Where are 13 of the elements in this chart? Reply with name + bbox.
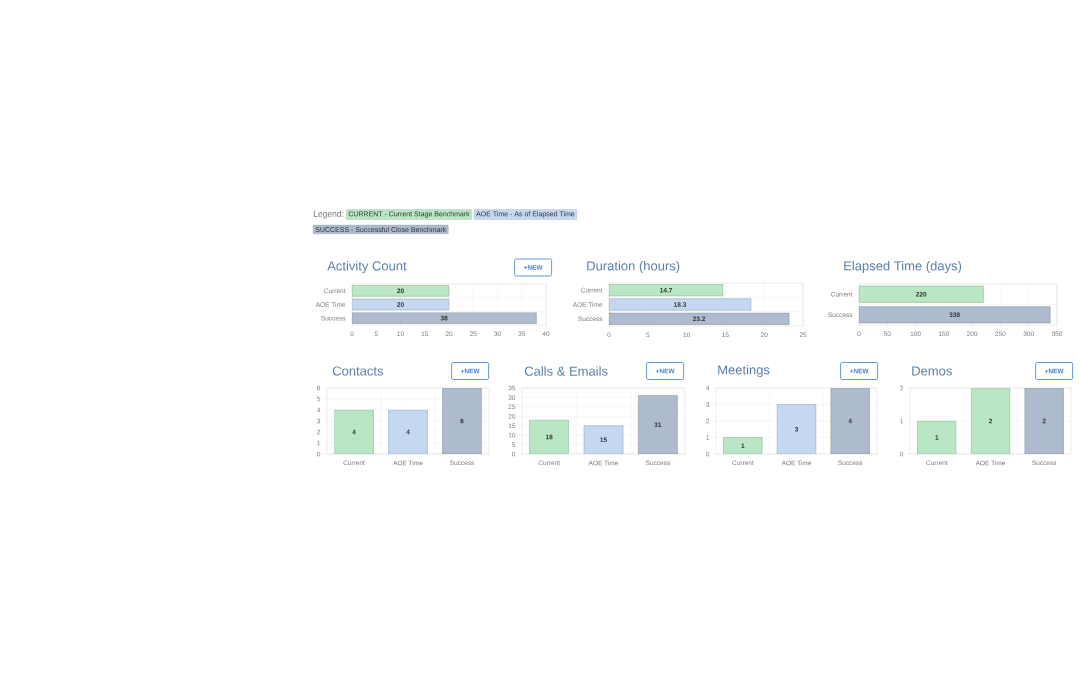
- bar: [723, 437, 763, 454]
- bar: [609, 312, 790, 325]
- chart-title: Demos: [912, 366, 952, 376]
- chart-title: Contacts: [332, 366, 384, 376]
- chart-title: Meetings: [718, 364, 770, 378]
- chart-title: Elapsed Time (days): [844, 260, 962, 274]
- bar: [529, 419, 570, 454]
- text: Legend:: [313, 210, 344, 219]
- chart-title: Activity Count: [327, 260, 407, 274]
- bar: [830, 387, 870, 454]
- chart-title: Duration (hours): [587, 260, 680, 274]
- bar: [609, 298, 752, 311]
- chart-title: Calls & Emails: [524, 366, 608, 376]
